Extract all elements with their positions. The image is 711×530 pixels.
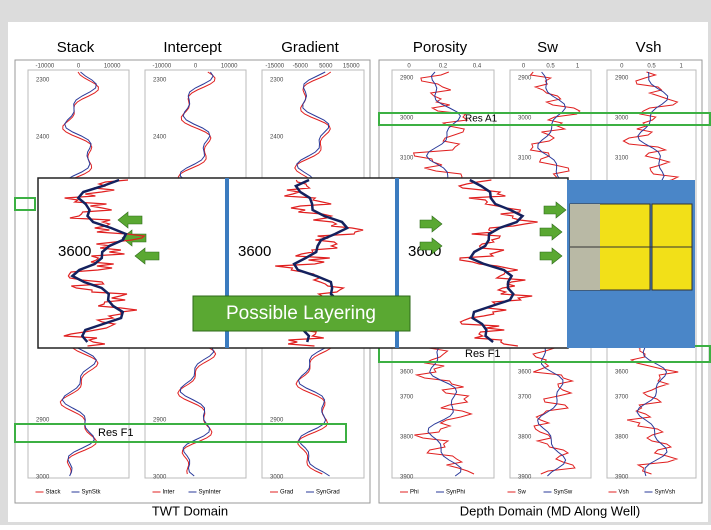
depth-label: 2300	[153, 78, 167, 84]
depth-label: 3800	[518, 435, 532, 441]
depth-label: 3100	[518, 156, 532, 162]
inset-depth: 3600	[238, 243, 271, 260]
depth-label: 3600	[518, 370, 532, 376]
x-tick-label: -10000	[35, 64, 54, 70]
depth-label: 2900	[400, 76, 414, 82]
depth-label: 3900	[400, 475, 414, 481]
zone-label: Res F1	[465, 348, 500, 360]
panel-title: Stack	[57, 39, 95, 56]
legend-label: Inter	[163, 490, 175, 496]
depth-label: 2900	[615, 76, 629, 82]
depth-label: 2900	[270, 418, 284, 424]
callout: Possible Layering	[226, 303, 376, 324]
legend-label: Stack	[46, 490, 62, 496]
x-tick-label: -10000	[152, 64, 171, 70]
x-tick-label: -5000	[293, 64, 309, 70]
depth-label: 3000	[518, 116, 532, 122]
depth-label: 3000	[153, 475, 167, 481]
panel-title: Vsh	[636, 39, 662, 56]
depth-label: 3100	[615, 156, 629, 162]
legend-label: SynVsh	[655, 490, 676, 496]
depth-label: 2400	[36, 135, 50, 141]
depth-label: 3100	[400, 156, 414, 162]
depth-label: 3800	[615, 435, 629, 441]
legend-label: SynGrad	[316, 490, 340, 496]
legend-label: SynPhi	[446, 490, 465, 496]
depth-label: 2900	[36, 418, 50, 424]
depth-label: 3000	[36, 475, 50, 481]
zone-label: Res F1	[98, 427, 133, 439]
figure: Stack-100000100002300240029003000StackSy…	[0, 0, 711, 525]
legend-label: SynInter	[199, 490, 221, 496]
x-tick-label: 0.4	[473, 64, 482, 70]
depth-label: 2300	[270, 78, 284, 84]
depth-label: 3000	[270, 475, 284, 481]
legend-label: SynStk	[82, 490, 102, 496]
x-tick-label: 10000	[221, 64, 238, 70]
legend-label: SynSw	[554, 490, 573, 496]
depth-label: 3700	[400, 395, 414, 401]
x-tick-label: 0.5	[647, 64, 656, 70]
panel-title: Porosity	[413, 39, 468, 56]
depth-label: 3000	[615, 116, 629, 122]
domain-label: Depth Domain (MD Along Well)	[460, 503, 640, 518]
depth-label: 3700	[518, 395, 532, 401]
depth-label: 3900	[518, 475, 532, 481]
inset: 3600 3600 3600 Possible Layering	[38, 178, 695, 348]
x-tick-label: 0.2	[439, 64, 448, 70]
x-tick-label: 15000	[343, 64, 360, 70]
inset-depth: 3600	[58, 243, 91, 260]
legend-label: Vsh	[619, 490, 629, 496]
depth-label: 3700	[615, 395, 629, 401]
depth-label: 3800	[400, 435, 414, 441]
x-tick-label: 5000	[319, 64, 333, 70]
legend-label: Sw	[518, 490, 527, 496]
depth-label: 2300	[36, 78, 50, 84]
depth-label: 2400	[270, 135, 284, 141]
depth-label: 2400	[153, 135, 167, 141]
depth-label: 3600	[615, 370, 629, 376]
zone-label: Res A1	[465, 114, 498, 125]
x-tick-label: 10000	[104, 64, 121, 70]
panel-title: Intercept	[163, 39, 222, 56]
x-tick-label: 0.5	[546, 64, 555, 70]
legend-label: Grad	[280, 490, 293, 496]
depth-label: 3900	[615, 475, 629, 481]
panel-title: Gradient	[281, 39, 339, 56]
depth-label: 2900	[153, 418, 167, 424]
depth-label: 3000	[400, 116, 414, 122]
depth-label: 2900	[518, 76, 532, 82]
depth-label: 3600	[400, 370, 414, 376]
x-tick-label: -15000	[265, 64, 284, 70]
domain-label: TWT Domain	[152, 503, 228, 518]
legend-label: Phi	[410, 490, 419, 496]
panel-title: Sw	[537, 39, 558, 56]
